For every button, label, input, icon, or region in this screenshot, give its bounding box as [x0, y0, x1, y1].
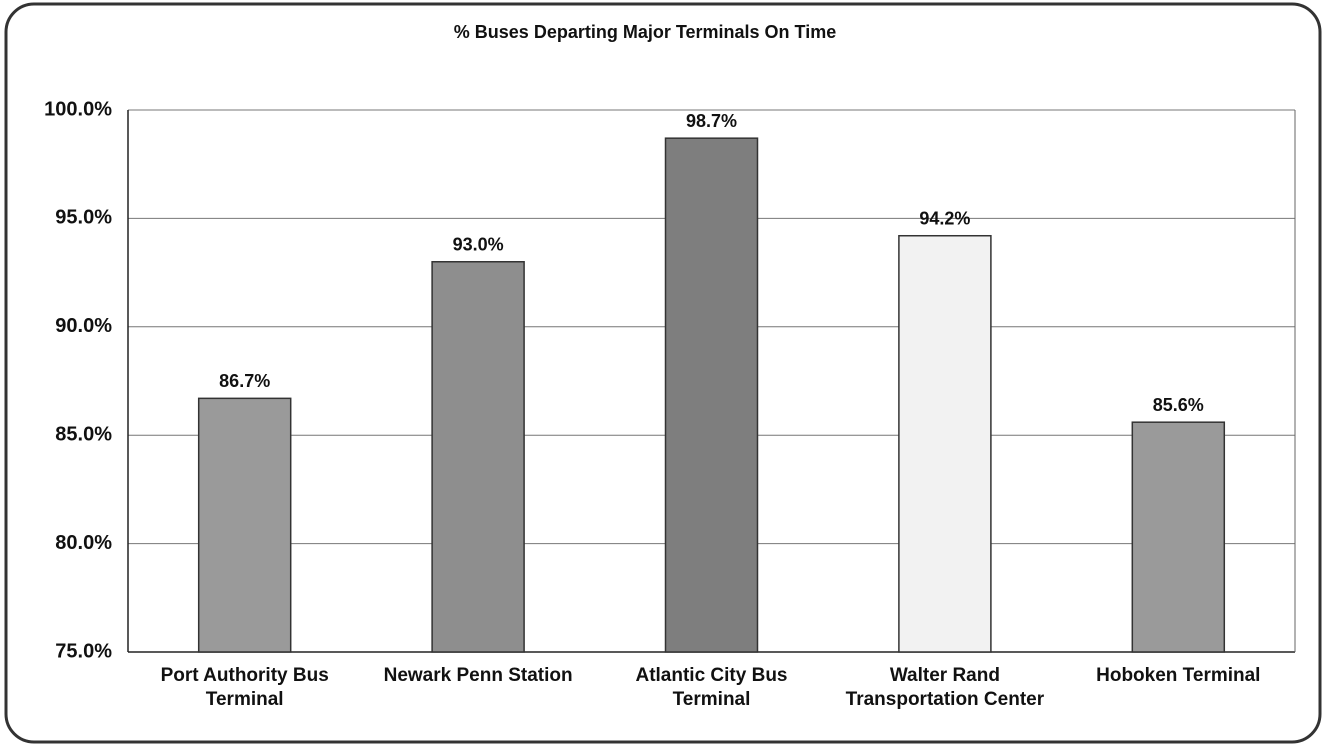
- bar: [431, 261, 525, 653]
- x-tick-label: Atlantic City Bus Terminal: [635, 665, 788, 710]
- x-tick-label: Newark Penn Station: [383, 665, 573, 686]
- x-tick-label: Port Authority Bus Terminal: [160, 665, 329, 710]
- data-label: 94.2%: [919, 208, 970, 228]
- bar: [898, 234, 992, 653]
- data-label: 98.7%: [686, 111, 737, 131]
- data-label: 93.0%: [453, 235, 504, 255]
- x-tick-label: Walter Rand Transportation Center: [845, 665, 1045, 710]
- bar: [197, 397, 292, 653]
- y-tick-label: 75.0%: [55, 640, 112, 662]
- data-label: 86.7%: [219, 371, 270, 391]
- data-label: 85.6%: [1153, 395, 1204, 415]
- y-tick-label: 90.0%: [55, 315, 112, 337]
- y-tick-label: 95.0%: [55, 207, 112, 229]
- y-tick-label: 85.0%: [55, 423, 112, 445]
- bar: [664, 137, 759, 653]
- y-tick-label: 80.0%: [55, 532, 112, 554]
- y-tick-label: 100.0%: [44, 98, 112, 120]
- x-tick-label: Hoboken Terminal: [1096, 665, 1261, 686]
- chart-title: % Buses Departing Major Terminals On Tim…: [454, 22, 836, 42]
- bar: [1131, 421, 1226, 653]
